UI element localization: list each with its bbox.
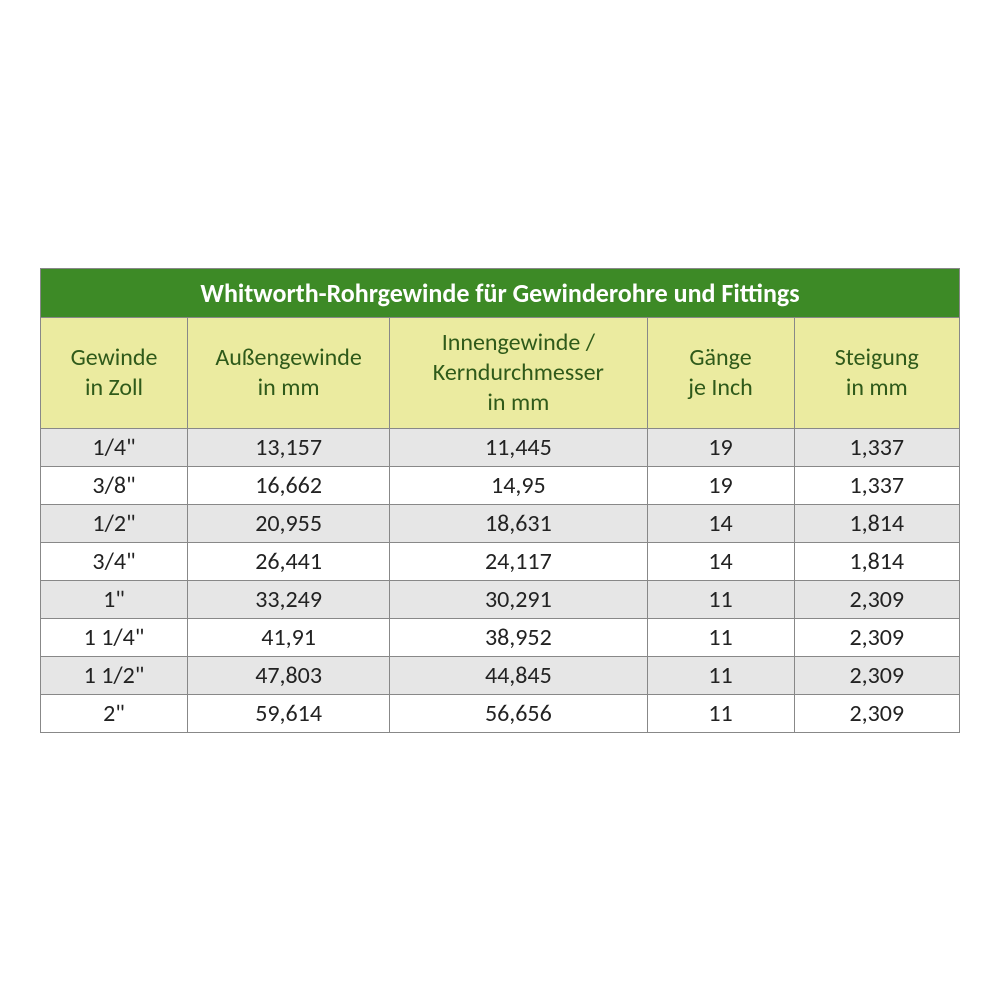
cell: 14,95 xyxy=(390,466,647,504)
cell: 38,952 xyxy=(390,618,647,656)
page-container: Whitworth-Rohrgewinde für Gewinderohre u… xyxy=(0,0,1000,1000)
cell: 59,614 xyxy=(188,694,390,732)
table-row: 1 1/2" 47,803 44,845 11 2,309 xyxy=(41,656,960,694)
cell: 14 xyxy=(647,542,794,580)
cell: 41,91 xyxy=(188,618,390,656)
cell: 1,337 xyxy=(794,428,959,466)
cell: 16,662 xyxy=(188,466,390,504)
cell: 14 xyxy=(647,504,794,542)
cell: 1,814 xyxy=(794,542,959,580)
cell: 11 xyxy=(647,694,794,732)
col-header-line: Außengewinde xyxy=(215,343,361,372)
cell: 1,814 xyxy=(794,504,959,542)
table-row: 2" 59,614 56,656 11 2,309 xyxy=(41,694,960,732)
cell: 11 xyxy=(647,618,794,656)
cell: 2,309 xyxy=(794,656,959,694)
cell: 24,117 xyxy=(390,542,647,580)
cell: 13,157 xyxy=(188,428,390,466)
cell: 11 xyxy=(647,656,794,694)
cell: 2,309 xyxy=(794,580,959,618)
cell: 33,249 xyxy=(188,580,390,618)
cell: 1 1/2" xyxy=(41,656,188,694)
cell: 1,337 xyxy=(794,466,959,504)
table-header-row: Gewinde in Zoll Außengewinde in mm Innen… xyxy=(41,317,960,428)
cell: 19 xyxy=(647,466,794,504)
cell: 11 xyxy=(647,580,794,618)
col-header-line: in mm xyxy=(487,388,549,417)
col-header-line: Gewinde xyxy=(71,343,158,372)
col-header-line: in Zoll xyxy=(85,373,143,402)
table-body: 1/4" 13,157 11,445 19 1,337 3/8" 16,662 … xyxy=(41,428,960,732)
col-header-line: je Inch xyxy=(688,373,753,402)
cell: 1 1/4" xyxy=(41,618,188,656)
cell: 18,631 xyxy=(390,504,647,542)
table-row: 3/4" 26,441 24,117 14 1,814 xyxy=(41,542,960,580)
cell: 2,309 xyxy=(794,694,959,732)
cell: 2,309 xyxy=(794,618,959,656)
cell: 1/2" xyxy=(41,504,188,542)
whitworth-table: Whitworth-Rohrgewinde für Gewinderohre u… xyxy=(40,268,960,733)
col-header-innengewinde: Innengewinde / Kerndurchmesser in mm xyxy=(390,317,647,428)
cell: 56,656 xyxy=(390,694,647,732)
col-header-line: Steigung xyxy=(835,343,919,372)
cell: 44,845 xyxy=(390,656,647,694)
cell: 20,955 xyxy=(188,504,390,542)
col-header-aussengewinde: Außengewinde in mm xyxy=(188,317,390,428)
cell: 19 xyxy=(647,428,794,466)
table-row: 3/8" 16,662 14,95 19 1,337 xyxy=(41,466,960,504)
table-row: 1 1/4" 41,91 38,952 11 2,309 xyxy=(41,618,960,656)
cell: 2" xyxy=(41,694,188,732)
col-header-gewinde: Gewinde in Zoll xyxy=(41,317,188,428)
col-header-line: Kerndurchmesser xyxy=(433,358,604,387)
cell: 1/4" xyxy=(41,428,188,466)
table-row: 1/4" 13,157 11,445 19 1,337 xyxy=(41,428,960,466)
cell: 26,441 xyxy=(188,542,390,580)
col-header-line: in mm xyxy=(258,373,320,402)
cell: 11,445 xyxy=(390,428,647,466)
cell: 30,291 xyxy=(390,580,647,618)
col-header-line: Gänge xyxy=(689,343,751,372)
cell: 3/8" xyxy=(41,466,188,504)
table-title-row: Whitworth-Rohrgewinde für Gewinderohre u… xyxy=(41,268,960,317)
cell: 1" xyxy=(41,580,188,618)
table-row: 1" 33,249 30,291 11 2,309 xyxy=(41,580,960,618)
col-header-line: in mm xyxy=(846,373,908,402)
col-header-gaenge: Gänge je Inch xyxy=(647,317,794,428)
table-row: 1/2" 20,955 18,631 14 1,814 xyxy=(41,504,960,542)
cell: 3/4" xyxy=(41,542,188,580)
cell: 47,803 xyxy=(188,656,390,694)
col-header-line: Innengewinde / xyxy=(442,328,595,357)
table-title: Whitworth-Rohrgewinde für Gewinderohre u… xyxy=(41,268,960,317)
col-header-steigung: Steigung in mm xyxy=(794,317,959,428)
